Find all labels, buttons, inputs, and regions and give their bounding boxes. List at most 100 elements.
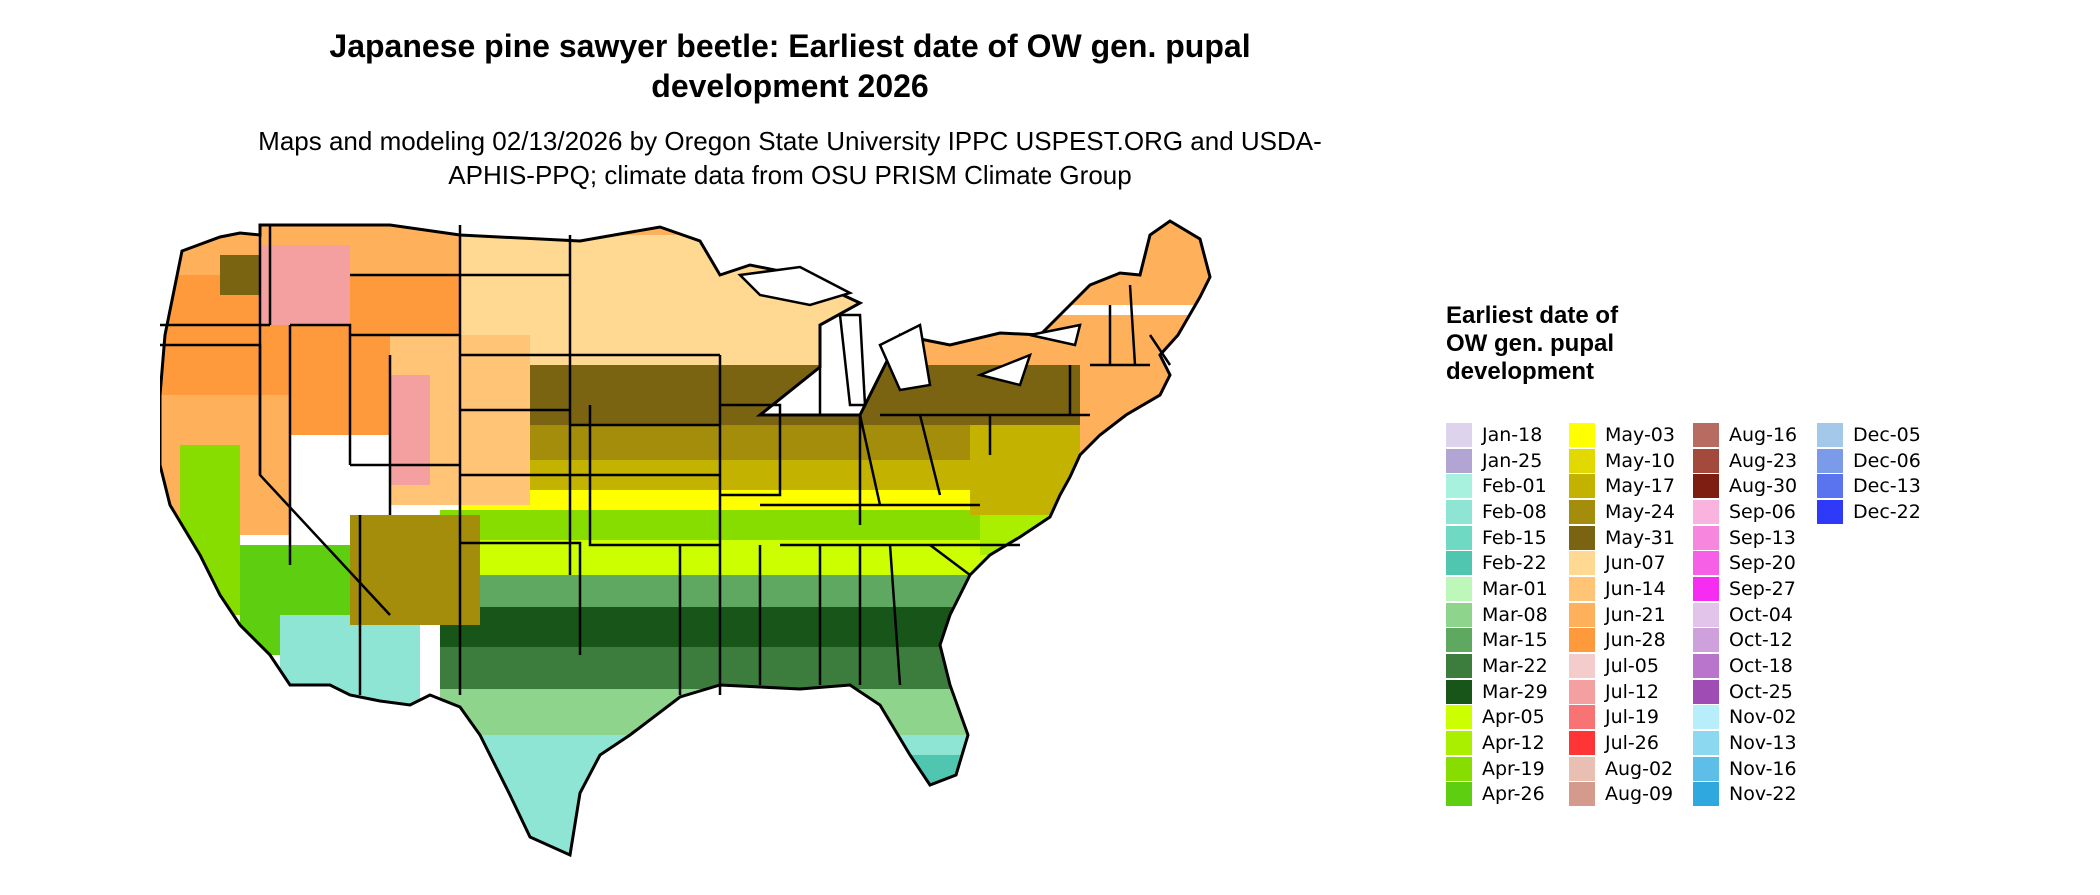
legend-swatch: [1693, 705, 1719, 730]
legend-item: Apr-26: [1446, 782, 1548, 808]
legend-label: May-31: [1605, 526, 1675, 549]
legend-item: Oct-12: [1693, 628, 1797, 654]
legend-label: Nov-13: [1729, 732, 1797, 755]
legend-item: Apr-12: [1446, 730, 1548, 756]
legend-swatch: [1446, 499, 1472, 524]
legend-item: May-24: [1569, 499, 1675, 525]
legend-label: Jul-26: [1605, 732, 1659, 755]
legend-item: Sep-13: [1693, 525, 1797, 551]
legend-label: Mar-29: [1482, 680, 1548, 703]
legend-swatch: [1569, 525, 1595, 550]
legend-swatch: [1446, 756, 1472, 781]
legend-item: Nov-02: [1693, 705, 1797, 731]
legend-label: Aug-09: [1605, 783, 1674, 806]
legend-column-3: Aug-16 Aug-23 Aug-30 Sep-06 Sep-13 Sep-20 Sep-…: [1693, 422, 1797, 807]
legend-label: Jan-18: [1482, 423, 1543, 446]
legend-item: Jun-14: [1569, 576, 1675, 602]
legend-item: Feb-22: [1446, 550, 1548, 576]
legend-swatch: [1569, 679, 1595, 704]
legend-label: Nov-02: [1729, 706, 1797, 729]
legend-swatch: [1569, 499, 1595, 524]
legend-item: Aug-16: [1693, 422, 1797, 448]
legend-label: Dec-06: [1853, 449, 1921, 472]
legend-label: Jun-28: [1605, 629, 1666, 652]
legend-label: Dec-22: [1853, 500, 1921, 523]
great-lakes: [737, 265, 1082, 407]
legend-label: Dec-13: [1853, 475, 1921, 498]
legend-label: Nov-22: [1729, 783, 1797, 806]
legend-item: Apr-19: [1446, 756, 1548, 782]
legend-swatch: [1693, 756, 1719, 781]
legend-swatch: [1446, 576, 1472, 601]
legend-label: Oct-12: [1729, 629, 1793, 652]
legend-label: Mar-01: [1482, 577, 1548, 600]
legend-label: Oct-25: [1729, 680, 1793, 703]
legend-swatch: [1693, 576, 1719, 601]
legend-swatch: [1569, 628, 1595, 653]
legend-label: Apr-12: [1482, 732, 1545, 755]
legend-item: Jul-19: [1569, 705, 1675, 731]
legend-label: Aug-30: [1729, 475, 1798, 498]
legend-item: Jan-18: [1446, 422, 1548, 448]
legend-item: Aug-09: [1569, 782, 1675, 808]
legend-label: May-17: [1605, 475, 1675, 498]
legend-item: Jan-25: [1446, 448, 1548, 474]
legend-label: Sep-27: [1729, 577, 1796, 600]
legend-swatch: [1693, 628, 1719, 653]
legend-item: Nov-22: [1693, 782, 1797, 808]
legend-swatch: [1693, 474, 1719, 499]
legend-item: Jul-12: [1569, 679, 1675, 705]
legend-swatch: [1693, 525, 1719, 550]
legend-label: Sep-20: [1729, 552, 1796, 575]
legend-item: Mar-22: [1446, 653, 1548, 679]
legend-swatch: [1569, 474, 1595, 499]
legend-item: May-31: [1569, 525, 1675, 551]
legend-swatch: [1693, 654, 1719, 679]
legend-item: May-17: [1569, 473, 1675, 499]
legend-item: Mar-08: [1446, 602, 1548, 628]
legend-label: Jun-14: [1605, 577, 1666, 600]
legend-item: Feb-15: [1446, 525, 1548, 551]
legend-item: Sep-27: [1693, 576, 1797, 602]
legend-swatch: [1693, 679, 1719, 704]
legend-label: May-10: [1605, 449, 1675, 472]
legend-item: Nov-16: [1693, 756, 1797, 782]
legend-swatch: [1569, 654, 1595, 679]
legend-label: Jan-25: [1482, 449, 1543, 472]
legend-item: May-10: [1569, 448, 1675, 474]
legend-item: Mar-15: [1446, 628, 1548, 654]
legend-item: Aug-23: [1693, 448, 1797, 474]
legend-item: Mar-01: [1446, 576, 1548, 602]
legend-label: Mar-22: [1482, 655, 1548, 678]
phenology-color-bands: [160, 221, 1210, 855]
legend-swatch: [1693, 448, 1719, 473]
legend-label: Feb-15: [1482, 526, 1547, 549]
legend-label: Sep-06: [1729, 500, 1796, 523]
legend-swatch: [1569, 602, 1595, 627]
legend-label: Sep-13: [1729, 526, 1796, 549]
legend-label: Mar-15: [1482, 629, 1548, 652]
legend-label: Apr-05: [1482, 706, 1545, 729]
legend-swatch: [1569, 782, 1595, 807]
legend-swatch: [1569, 576, 1595, 601]
legend-item: Mar-29: [1446, 679, 1548, 705]
legend-swatch: [1446, 654, 1472, 679]
legend-item: Aug-02: [1569, 756, 1675, 782]
legend-item: Oct-04: [1693, 602, 1797, 628]
legend-label: May-24: [1605, 500, 1675, 523]
legend-item: Dec-05: [1817, 422, 1921, 448]
legend-label: Nov-16: [1729, 757, 1797, 780]
legend-label: May-03: [1605, 423, 1675, 446]
legend-item: Feb-01: [1446, 473, 1548, 499]
legend-swatch: [1569, 448, 1595, 473]
legend-item: Sep-06: [1693, 499, 1797, 525]
legend-swatch: [1446, 705, 1472, 730]
legend-swatch: [1817, 422, 1843, 447]
legend-swatch: [1446, 602, 1472, 627]
legend-swatch: [1446, 525, 1472, 550]
legend-swatch: [1693, 602, 1719, 627]
legend-swatch: [1446, 422, 1472, 447]
legend-label: Oct-04: [1729, 603, 1793, 626]
legend-swatch: [1446, 551, 1472, 576]
legend-label: Jul-19: [1605, 706, 1659, 729]
